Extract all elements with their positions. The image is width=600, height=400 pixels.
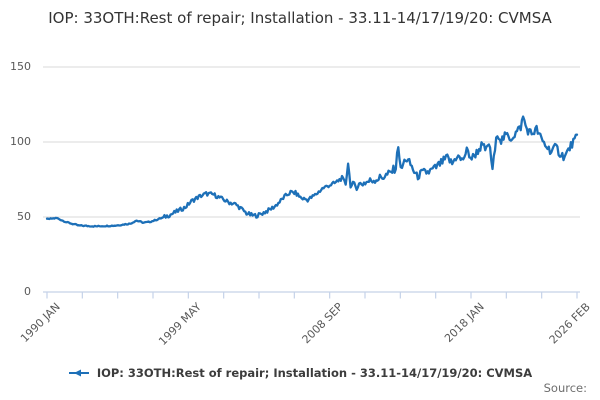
data-series-line	[45, 115, 579, 228]
x-axis-tick-label: 1999 MAY	[156, 300, 204, 348]
y-axis-tick-label: 0	[24, 285, 31, 298]
legend: IOP: 33OTH:Rest of repair; Installation …	[0, 366, 600, 380]
x-axis-tick-label: 2026 FEB	[546, 300, 593, 347]
y-axis-tick-label: 150	[10, 60, 31, 73]
x-axis-tick-label: 2018 JAN	[441, 300, 487, 346]
x-axis-tick-label: 2008 SEP	[299, 300, 346, 347]
chart-title: IOP: 33OTH:Rest of repair; Installation …	[48, 9, 552, 27]
legend-line-icon	[68, 369, 89, 377]
source-label: Source:	[543, 381, 587, 395]
plot-area	[43, 66, 580, 299]
y-axis-tick-label: 100	[10, 135, 31, 148]
x-axis-tick-label: 1990 JAN	[17, 300, 63, 346]
legend-label: IOP: 33OTH:Rest of repair; Installation …	[96, 366, 533, 380]
y-axis-tick-label: 50	[17, 210, 31, 223]
